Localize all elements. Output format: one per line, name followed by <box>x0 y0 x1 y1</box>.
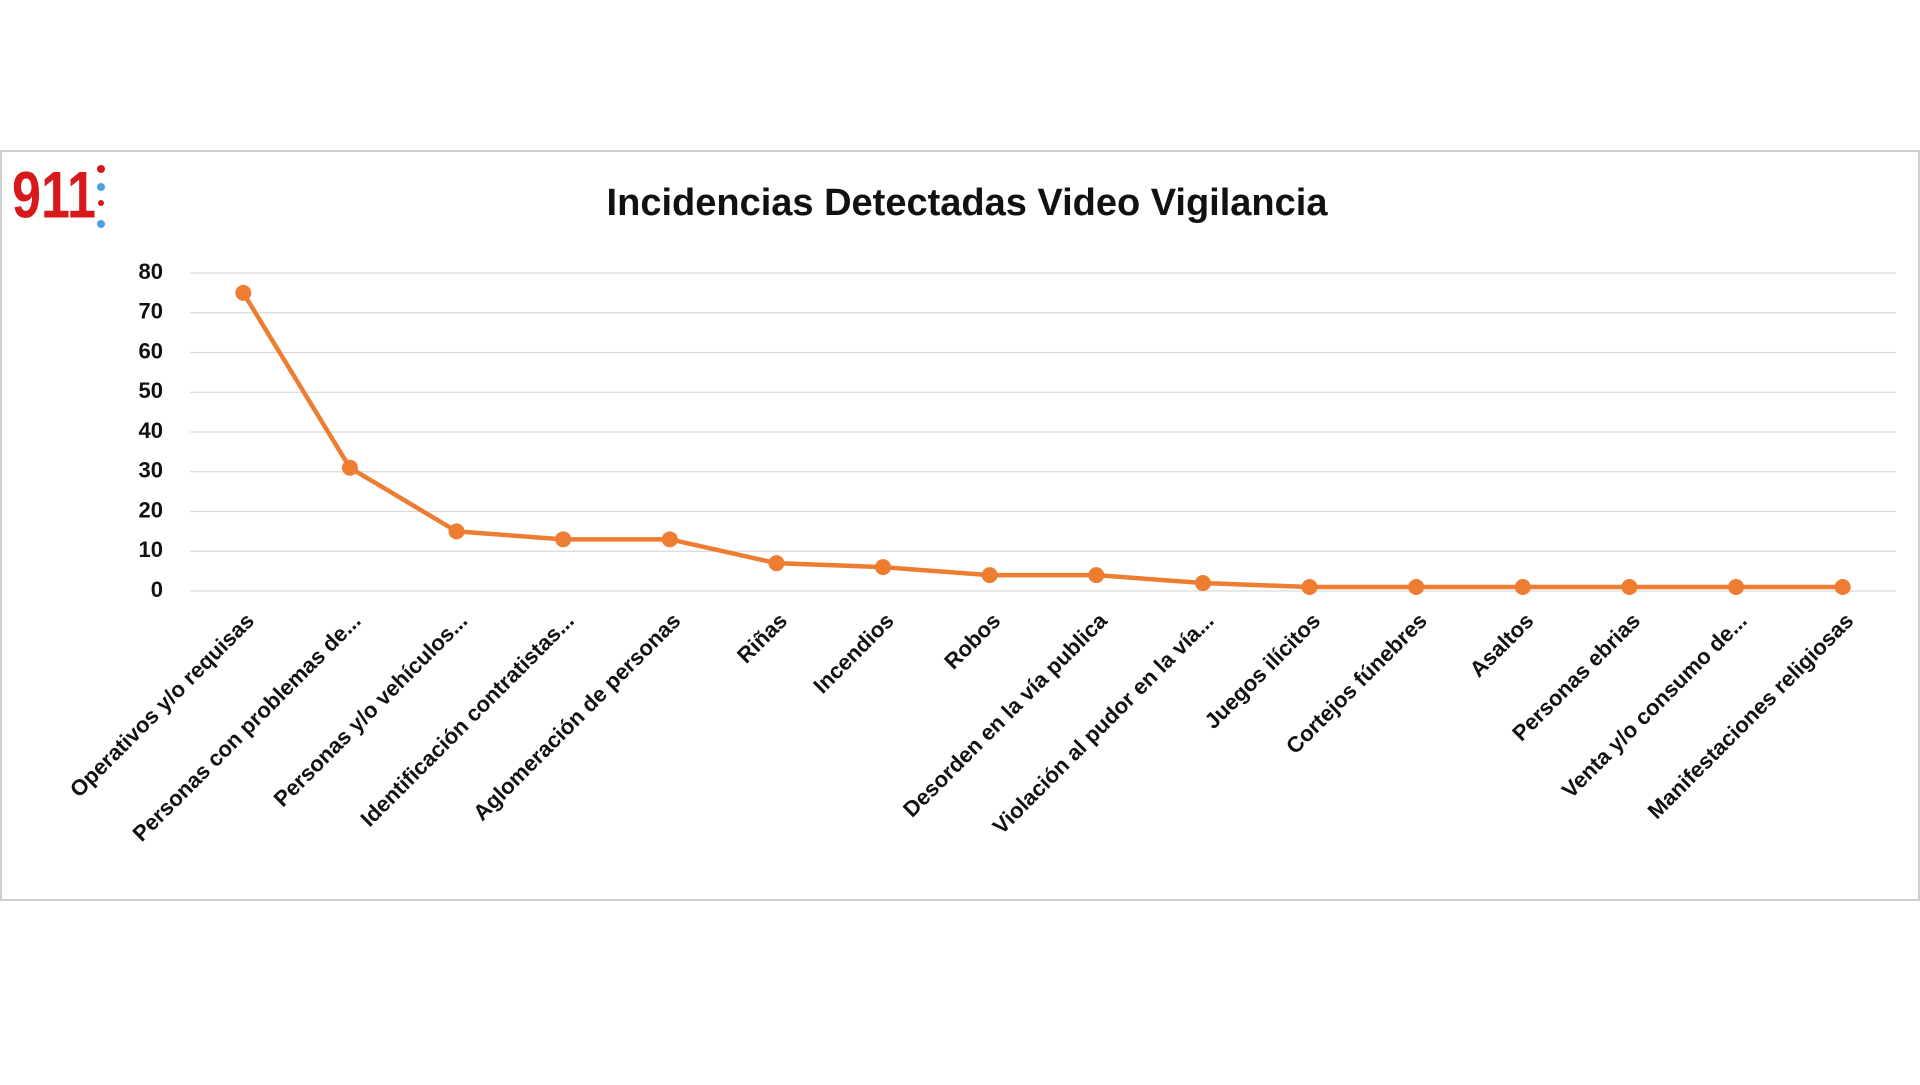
marker <box>661 531 678 548</box>
marker <box>235 284 252 301</box>
logo-icon <box>97 220 105 228</box>
marker <box>981 567 998 584</box>
marker <box>448 523 465 540</box>
chart-title: Incidencias Detectadas Video Vigilancia <box>607 182 1329 224</box>
logo-icon <box>98 200 104 206</box>
marker <box>1088 567 1105 584</box>
marker <box>1728 579 1745 596</box>
y-tick-label: 60 <box>139 338 163 363</box>
y-tick-label: 40 <box>139 418 163 443</box>
y-tick-label: 30 <box>139 458 163 483</box>
marker <box>1621 579 1638 596</box>
y-tick-label: 80 <box>139 259 163 284</box>
y-tick-label: 10 <box>139 537 163 562</box>
marker <box>1834 579 1851 596</box>
y-tick-label: 0 <box>151 577 163 602</box>
marker <box>1194 575 1211 592</box>
marker <box>1514 579 1531 596</box>
marker <box>1301 579 1318 596</box>
chart-frame <box>0 150 1920 901</box>
logo: 911 <box>12 157 96 231</box>
y-tick-label: 50 <box>139 378 163 403</box>
marker <box>1408 579 1425 596</box>
marker <box>555 531 572 548</box>
line <box>241 291 1843 590</box>
y-tick-label: 70 <box>139 299 163 324</box>
logo-icon <box>97 165 105 173</box>
y-tick-label: 20 <box>139 497 163 522</box>
marker <box>341 459 358 476</box>
marker <box>875 559 892 576</box>
logo-icon <box>97 183 105 191</box>
marker <box>768 555 785 572</box>
